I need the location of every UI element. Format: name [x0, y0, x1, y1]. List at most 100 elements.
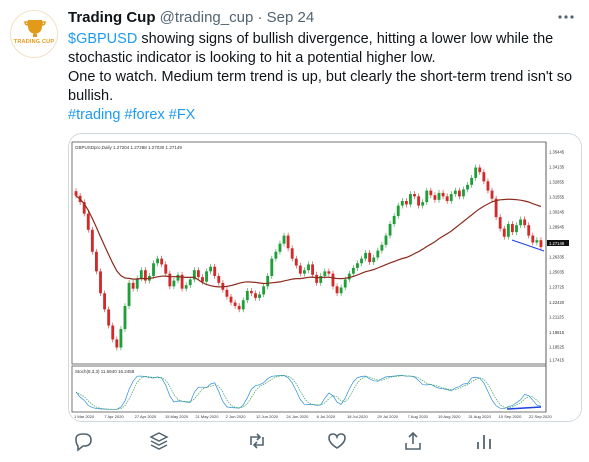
candle-body: [180, 274, 184, 289]
candle-body: [266, 275, 270, 287]
candle-body: [156, 258, 160, 264]
candle-body: [445, 196, 449, 201]
candle-body: [111, 325, 115, 340]
candle-body: [462, 189, 465, 197]
avatar[interactable]: TRADING CUP: [10, 10, 58, 58]
candle-body: [74, 191, 78, 196]
candle-body: [258, 294, 261, 298]
candle-body: [400, 200, 404, 206]
candle-body: [164, 264, 168, 274]
date-axis-label: 15 May 2020: [165, 414, 189, 419]
layers-icon[interactable]: [148, 430, 170, 452]
price-chart: GBPUSDpro,Daily 1.27204 1.27288 1.27030 …: [69, 134, 581, 421]
candle-body: [201, 277, 204, 282]
candle-body: [307, 264, 310, 271]
candle-body: [360, 258, 363, 264]
date-axis-label: 7 Apr 2020: [104, 414, 124, 419]
heart-icon[interactable]: [326, 430, 348, 452]
candle-body: [270, 258, 274, 276]
candle-body: [384, 235, 388, 245]
candle-body: [474, 167, 478, 178]
candle-body: [441, 192, 445, 197]
candle-body: [196, 270, 200, 278]
candle-body: [302, 270, 306, 274]
candle-body: [425, 190, 429, 203]
date-axis-label: 2 Jun 2020: [226, 414, 247, 419]
price-axis-label: 1.25035: [549, 270, 565, 275]
candle-body: [457, 190, 461, 197]
candle-body: [506, 224, 510, 237]
candle-body: [233, 302, 237, 306]
candle-body: [421, 202, 425, 206]
candle-body: [123, 305, 127, 330]
candle-body: [95, 251, 98, 272]
candle-body: [490, 190, 494, 199]
price-axis-label: 1.34135: [549, 165, 565, 170]
candle-body: [278, 243, 282, 252]
candle-body: [502, 228, 506, 237]
price-axis-label: 1.19815: [549, 330, 565, 335]
candle-body: [160, 258, 164, 265]
comment-icon[interactable]: [72, 430, 94, 452]
cashtag-link[interactable]: $GBPUSD: [68, 31, 138, 47]
candle-body: [90, 229, 94, 252]
candle-body: [498, 217, 502, 229]
author-handle[interactable]: @trading_cup: [159, 9, 254, 26]
candle-body: [139, 270, 143, 279]
date-axis-label: 29 Jul 2020: [377, 414, 398, 419]
price-axis-label: 1.21125: [549, 315, 564, 320]
candle-body: [172, 280, 176, 287]
stoch-divergence-line: [506, 406, 542, 410]
candle-body: [323, 271, 327, 276]
candle-body: [449, 194, 453, 201]
date-axis-label: 24 Jun 2020: [286, 414, 309, 419]
avatar-logo-text: TRADING CUP: [13, 39, 55, 45]
candle-body: [192, 270, 196, 280]
chart-image[interactable]: GBPUSDpro,Daily 1.27204 1.27288 1.27030 …: [68, 133, 582, 422]
candle-body: [523, 219, 527, 226]
share-icon[interactable]: [402, 430, 424, 452]
candle-body: [286, 235, 290, 249]
candle-body: [225, 289, 229, 297]
candle-body: [535, 240, 539, 243]
candle-body: [237, 305, 241, 310]
analytics-icon[interactable]: [473, 430, 495, 452]
candle-body: [433, 195, 437, 200]
date-axis-label: 7 Aug 2020: [408, 414, 429, 419]
date-axis-label: 10 Sep 2020: [499, 414, 522, 419]
date-axis-label: 21 May 2020: [195, 414, 219, 419]
candle-body: [372, 257, 376, 263]
date-axis-label: 22 Sep 2020: [529, 414, 552, 419]
candle-body: [356, 263, 359, 268]
candle-body: [531, 235, 535, 243]
tweet-actions: [68, 430, 580, 456]
stoch-main-line: [75, 375, 542, 410]
current-price-label: 1.27149: [549, 241, 565, 246]
candle-body: [388, 224, 392, 236]
price-axis-label: 1.32855: [549, 179, 565, 184]
candle-body: [335, 286, 339, 294]
candle-body: [135, 278, 139, 289]
candle-body: [396, 205, 400, 216]
chart-header-label: GBPUSDpro,Daily 1.27204 1.27288 1.27030 …: [75, 145, 182, 150]
date-axis-label: 27 Apr 2020: [135, 414, 157, 419]
tweet-header: Trading Cup @trading_cup · Sep 24: [68, 9, 579, 29]
candle-body: [99, 271, 102, 294]
hashtags[interactable]: #trading #forex #FX: [68, 107, 196, 123]
author-name[interactable]: Trading Cup: [68, 9, 156, 26]
candle-body: [347, 273, 351, 280]
candle-body: [205, 271, 208, 282]
tweet-date[interactable]: Sep 24: [266, 9, 315, 26]
candle-body: [339, 287, 343, 294]
more-options-icon[interactable]: [557, 10, 575, 24]
candle-body: [351, 267, 355, 274]
candle-body: [131, 282, 135, 289]
retweet-icon[interactable]: [246, 430, 268, 452]
candle-body: [453, 190, 457, 195]
price-axis-label: 1.31555: [549, 194, 565, 199]
candle-body: [376, 250, 380, 258]
candle-body: [217, 275, 221, 283]
separator-dot: ·: [257, 9, 263, 26]
tweet-text: $GBPUSD showing signs of bullish diverge…: [68, 30, 580, 125]
candle-body: [527, 225, 531, 236]
